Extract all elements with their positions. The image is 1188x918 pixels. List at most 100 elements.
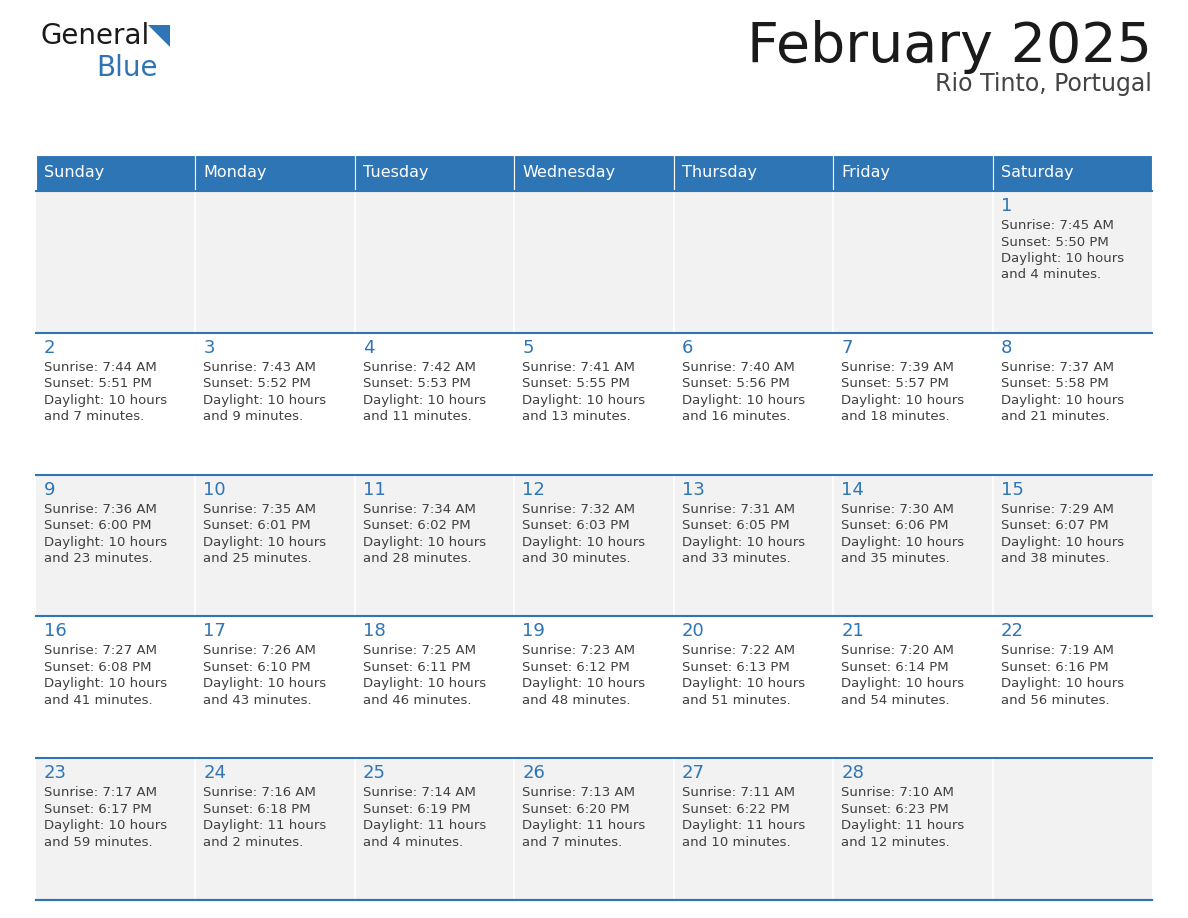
Bar	[514, 616, 674, 758]
Text: Daylight: 10 hours: Daylight: 10 hours	[841, 677, 965, 690]
Text: and 13 minutes.: and 13 minutes.	[523, 410, 631, 423]
Text: and 4 minutes.: and 4 minutes.	[1000, 268, 1101, 282]
Text: Sunrise: 7:29 AM: Sunrise: 7:29 AM	[1000, 502, 1113, 516]
Bar	[992, 616, 1152, 758]
Bar	[514, 758, 674, 900]
Text: and 23 minutes.: and 23 minutes.	[44, 552, 153, 565]
Text: February 2025: February 2025	[747, 20, 1152, 74]
Text: Sunset: 6:17 PM: Sunset: 6:17 PM	[44, 802, 152, 816]
Bar	[36, 616, 196, 758]
Bar	[196, 616, 355, 758]
Text: Daylight: 11 hours: Daylight: 11 hours	[841, 819, 965, 833]
Text: Sunset: 6:13 PM: Sunset: 6:13 PM	[682, 661, 790, 674]
Text: Sunrise: 7:41 AM: Sunrise: 7:41 AM	[523, 361, 636, 374]
Text: Daylight: 10 hours: Daylight: 10 hours	[1000, 252, 1124, 265]
Text: and 11 minutes.: and 11 minutes.	[362, 410, 472, 423]
Text: Thursday: Thursday	[682, 165, 757, 181]
Text: and 2 minutes.: and 2 minutes.	[203, 835, 304, 849]
Text: 17: 17	[203, 622, 226, 641]
Text: Daylight: 10 hours: Daylight: 10 hours	[682, 394, 804, 407]
Bar	[355, 191, 514, 333]
Text: Daylight: 10 hours: Daylight: 10 hours	[1000, 535, 1124, 549]
Bar	[355, 333, 514, 475]
Text: 24: 24	[203, 764, 227, 782]
Text: Sunrise: 7:26 AM: Sunrise: 7:26 AM	[203, 644, 316, 657]
Text: Sunrise: 7:11 AM: Sunrise: 7:11 AM	[682, 786, 795, 800]
Text: Sunrise: 7:17 AM: Sunrise: 7:17 AM	[44, 786, 157, 800]
Text: and 54 minutes.: and 54 minutes.	[841, 694, 949, 707]
Text: Daylight: 10 hours: Daylight: 10 hours	[523, 394, 645, 407]
Text: and 9 minutes.: and 9 minutes.	[203, 410, 304, 423]
Text: and 46 minutes.: and 46 minutes.	[362, 694, 472, 707]
Bar	[355, 155, 514, 191]
Text: Sunrise: 7:23 AM: Sunrise: 7:23 AM	[523, 644, 636, 657]
Bar	[833, 758, 992, 900]
Text: Sunset: 6:00 PM: Sunset: 6:00 PM	[44, 519, 152, 532]
Bar	[674, 758, 833, 900]
Text: Daylight: 10 hours: Daylight: 10 hours	[362, 677, 486, 690]
Text: and 7 minutes.: and 7 minutes.	[44, 410, 144, 423]
Text: and 59 minutes.: and 59 minutes.	[44, 835, 152, 849]
Text: Daylight: 11 hours: Daylight: 11 hours	[523, 819, 645, 833]
Text: Sunrise: 7:25 AM: Sunrise: 7:25 AM	[362, 644, 476, 657]
Text: 14: 14	[841, 481, 864, 498]
Text: Sunset: 5:55 PM: Sunset: 5:55 PM	[523, 377, 630, 390]
Text: 1: 1	[1000, 197, 1012, 215]
Text: Sunset: 5:57 PM: Sunset: 5:57 PM	[841, 377, 949, 390]
Bar	[514, 155, 674, 191]
Bar	[674, 191, 833, 333]
Text: 20: 20	[682, 622, 704, 641]
Text: Daylight: 10 hours: Daylight: 10 hours	[362, 535, 486, 549]
Bar	[992, 758, 1152, 900]
Text: 22: 22	[1000, 622, 1024, 641]
Text: Sunset: 6:14 PM: Sunset: 6:14 PM	[841, 661, 949, 674]
Text: 21: 21	[841, 622, 864, 641]
Bar	[674, 333, 833, 475]
Text: 15: 15	[1000, 481, 1023, 498]
Text: Daylight: 10 hours: Daylight: 10 hours	[682, 677, 804, 690]
Text: and 35 minutes.: and 35 minutes.	[841, 552, 950, 565]
Text: 27: 27	[682, 764, 704, 782]
Bar	[674, 616, 833, 758]
Text: Sunset: 5:58 PM: Sunset: 5:58 PM	[1000, 377, 1108, 390]
Text: Sunrise: 7:35 AM: Sunrise: 7:35 AM	[203, 502, 316, 516]
Text: Daylight: 10 hours: Daylight: 10 hours	[523, 677, 645, 690]
Text: 25: 25	[362, 764, 386, 782]
Text: Daylight: 11 hours: Daylight: 11 hours	[203, 819, 327, 833]
Text: Sunset: 5:53 PM: Sunset: 5:53 PM	[362, 377, 470, 390]
Bar	[992, 155, 1152, 191]
Text: Daylight: 10 hours: Daylight: 10 hours	[523, 535, 645, 549]
Text: and 7 minutes.: and 7 minutes.	[523, 835, 623, 849]
Bar	[36, 475, 196, 616]
Text: and 56 minutes.: and 56 minutes.	[1000, 694, 1110, 707]
Text: Sunrise: 7:16 AM: Sunrise: 7:16 AM	[203, 786, 316, 800]
Text: and 28 minutes.: and 28 minutes.	[362, 552, 472, 565]
Text: Sunrise: 7:32 AM: Sunrise: 7:32 AM	[523, 502, 636, 516]
Text: Sunrise: 7:39 AM: Sunrise: 7:39 AM	[841, 361, 954, 374]
Text: Daylight: 10 hours: Daylight: 10 hours	[362, 394, 486, 407]
Bar	[674, 155, 833, 191]
Text: 28: 28	[841, 764, 864, 782]
Bar	[514, 333, 674, 475]
Text: and 16 minutes.: and 16 minutes.	[682, 410, 790, 423]
Bar	[833, 475, 992, 616]
Text: Sunset: 6:23 PM: Sunset: 6:23 PM	[841, 802, 949, 816]
Text: and 25 minutes.: and 25 minutes.	[203, 552, 312, 565]
Text: and 18 minutes.: and 18 minutes.	[841, 410, 949, 423]
Text: Sunset: 6:07 PM: Sunset: 6:07 PM	[1000, 519, 1108, 532]
Text: Sunset: 5:56 PM: Sunset: 5:56 PM	[682, 377, 790, 390]
Bar	[196, 758, 355, 900]
Bar	[355, 616, 514, 758]
Text: Sunrise: 7:37 AM: Sunrise: 7:37 AM	[1000, 361, 1113, 374]
Bar	[36, 155, 196, 191]
Text: Sunset: 6:11 PM: Sunset: 6:11 PM	[362, 661, 470, 674]
Bar	[36, 191, 196, 333]
Text: Sunrise: 7:13 AM: Sunrise: 7:13 AM	[523, 786, 636, 800]
Polygon shape	[148, 25, 170, 47]
Text: Sunrise: 7:45 AM: Sunrise: 7:45 AM	[1000, 219, 1113, 232]
Bar	[196, 191, 355, 333]
Text: and 10 minutes.: and 10 minutes.	[682, 835, 790, 849]
Text: Daylight: 10 hours: Daylight: 10 hours	[203, 677, 327, 690]
Text: 6: 6	[682, 339, 693, 357]
Text: Daylight: 10 hours: Daylight: 10 hours	[1000, 677, 1124, 690]
